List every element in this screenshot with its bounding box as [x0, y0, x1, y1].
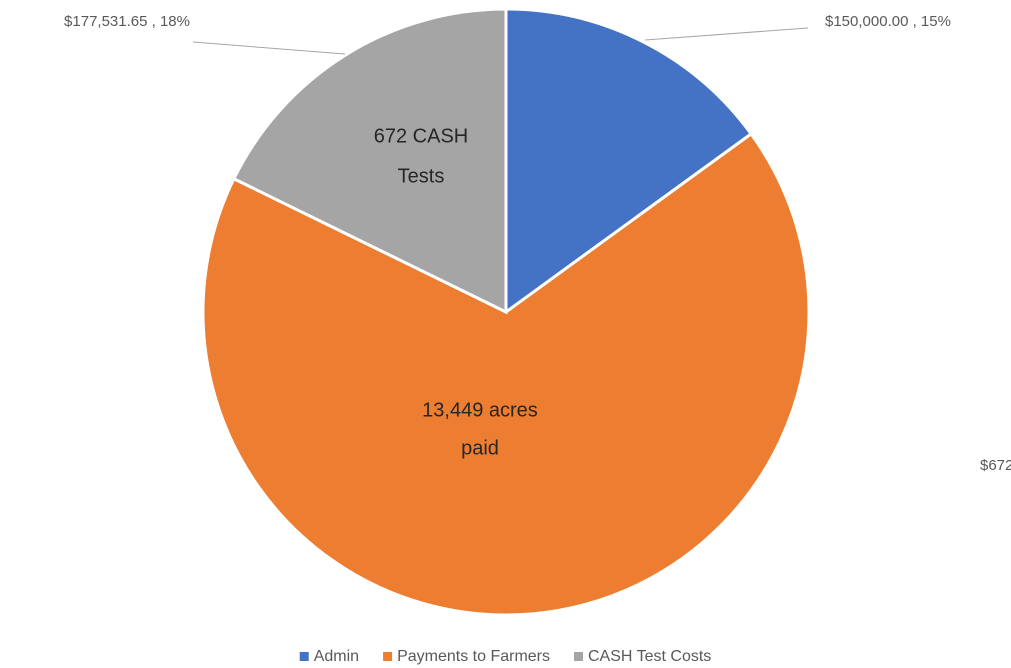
pie-slice	[504, 7, 754, 315]
data-label: $150,000.00 , 15%	[825, 13, 951, 30]
legend-label: Payments to Farmers	[397, 648, 550, 665]
annotation: Tests	[398, 165, 445, 187]
legend-label: CASH Test Costs	[588, 648, 711, 665]
leader-line	[192, 41, 346, 55]
pie-slice	[201, 131, 811, 617]
annotation: 13,449 acres	[422, 399, 538, 421]
legend-label: Admin	[314, 648, 359, 665]
annotation: paid	[461, 437, 499, 459]
leader-line	[644, 27, 809, 41]
legend-swatch	[299, 652, 309, 661]
legend-swatch	[383, 652, 393, 661]
legend-swatch	[574, 652, 583, 661]
annotation: 672 CASH	[374, 125, 469, 147]
data-label: $177,531.65 , 18%	[64, 13, 190, 30]
pie-slice	[231, 7, 508, 315]
data-label: $672,468.35 , 67%	[980, 457, 1011, 474]
